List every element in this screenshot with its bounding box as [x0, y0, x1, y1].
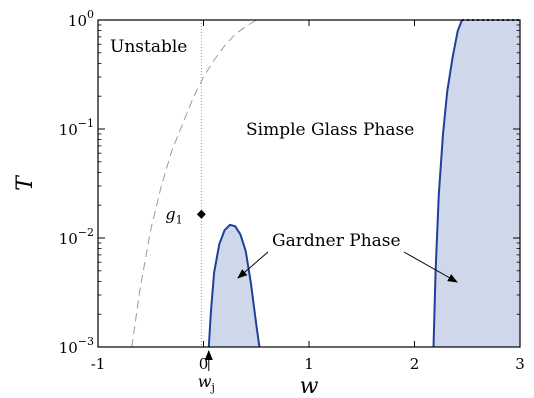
x-tick-label: -1	[91, 355, 106, 373]
y-tick-exponent: −2	[78, 226, 94, 239]
point-g1: g1	[165, 204, 206, 226]
y-tick-label: 100	[68, 8, 94, 30]
y-tick-base: 10	[59, 339, 78, 357]
y-tick-exponent: −3	[78, 335, 94, 348]
y-axis-label: T	[13, 174, 38, 191]
gardner-large-region	[433, 20, 520, 347]
g1-label-sub: 1	[176, 213, 183, 226]
y-tick-exponent: −1	[78, 117, 94, 130]
gardner-small-boundary	[207, 223, 261, 348]
g1-label-main: g	[165, 204, 175, 223]
region-label-gardner: Gardner Phase	[272, 231, 401, 251]
region-label-simple-glass: Simple Glass Phase	[246, 120, 414, 140]
gardner-small-region	[208, 224, 260, 347]
gardner-arrow-left	[237, 251, 269, 279]
x-tick-label: 3	[515, 355, 525, 373]
y-tick-base: 10	[59, 230, 78, 248]
wj-marker: wj	[198, 350, 215, 394]
y-tick-label: 10−1	[59, 117, 94, 139]
x-tick-label: 0	[199, 355, 209, 373]
region-label-unstable: Unstable	[110, 37, 187, 57]
wj-label-sub: j	[209, 381, 214, 394]
x-axis-label: w	[300, 374, 319, 398]
y-tick-exponent: 0	[87, 8, 94, 21]
y-tick-label: 10−2	[59, 226, 94, 248]
y-tick-base: 10	[59, 121, 78, 139]
y-tick-label: 10−3	[59, 335, 94, 357]
gardner-arrow-right	[403, 251, 458, 283]
x-tick-label: 1	[304, 355, 314, 373]
y-tick-base: 10	[68, 12, 87, 30]
x-tick-label: 2	[410, 355, 420, 373]
instability-curve	[131, 19, 257, 348]
g1-label: g1	[165, 204, 182, 226]
wj-label-main: w	[198, 372, 212, 391]
gardner-large-boundary	[432, 19, 463, 348]
wj-label: wj	[198, 372, 215, 394]
g1-diamond-marker	[196, 209, 206, 219]
